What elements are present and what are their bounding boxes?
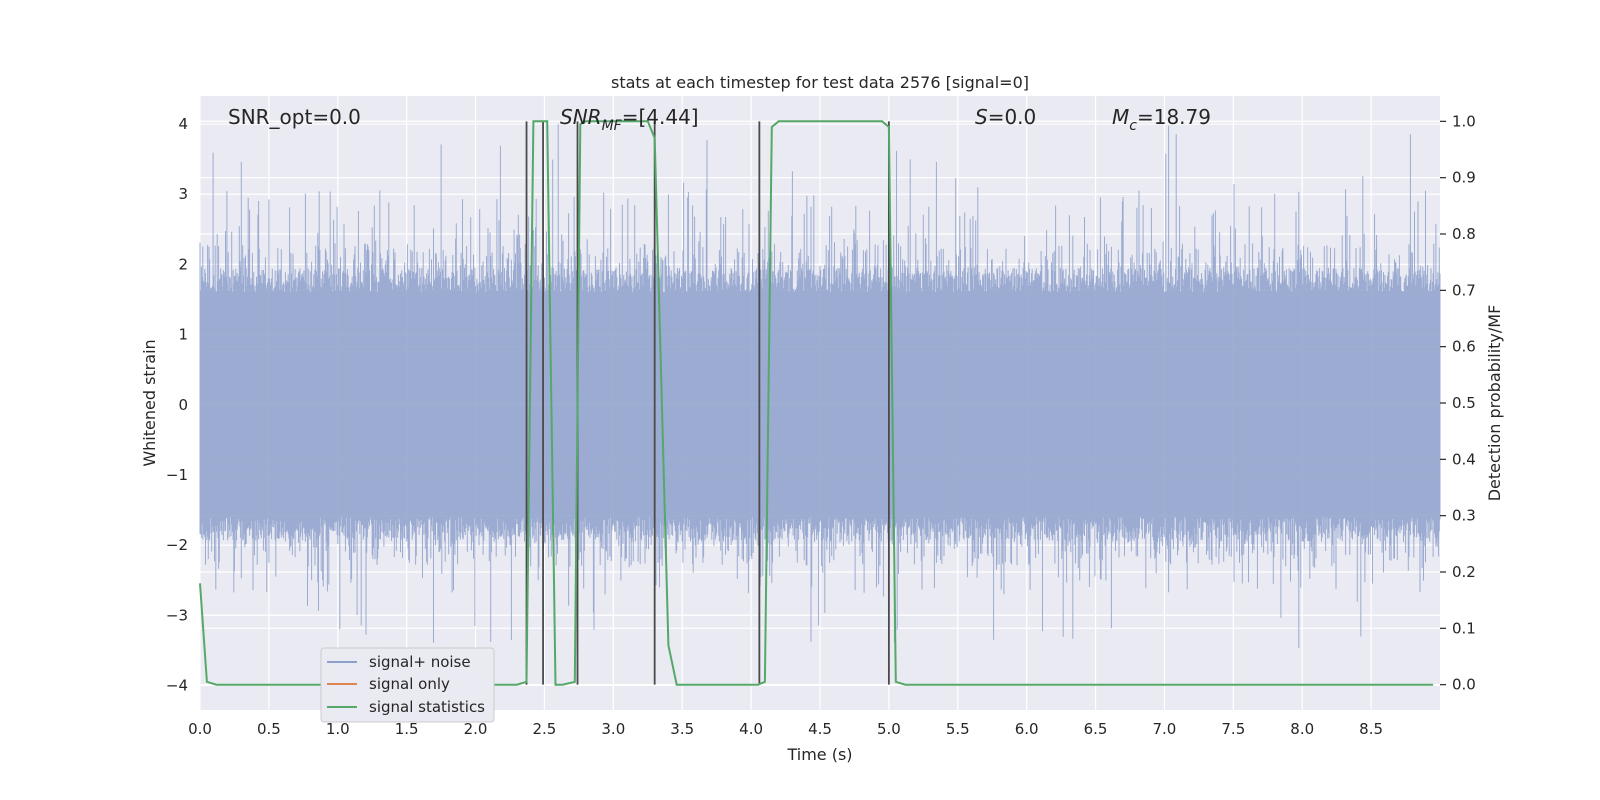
x-axis-ticks: 0.0 0.5 1.0 1.5 2.0 2.5 3.0 3.5 4.0 4.5 5.0 5.5 6.0 6… (188, 720, 1383, 738)
annotation-mc: Mc=18.79 (1112, 105, 1211, 134)
x-tick-label: 7.5 (1221, 720, 1245, 738)
y-left-axis-ticks: −4 −3 −2 −1 0 1 2 3 4 (166, 115, 188, 694)
y-right-tick-label: 0.8 (1452, 225, 1476, 243)
y-right-tick-label: 0.5 (1452, 394, 1476, 412)
x-tick-label: 5.5 (946, 720, 970, 738)
snr-mf-label: SNR (560, 105, 602, 129)
x-tick-label: 0.0 (188, 720, 212, 738)
annotation-snr-mf: SNRMF=[4.44] (560, 105, 699, 134)
annotation-s: S=0.0 (975, 105, 1036, 129)
y-right-tick-label: 1.0 (1452, 112, 1476, 130)
y-right-axis-label: Detection probability/MF (1485, 305, 1504, 502)
x-axis-label: Time (s) (786, 745, 852, 764)
x-tick-label: 4.0 (739, 720, 763, 738)
x-tick-label: 4.5 (808, 720, 832, 738)
s-label: S (975, 105, 988, 129)
legend: signal+ noise signal only signal statist… (320, 647, 495, 723)
x-tick-label: 2.0 (464, 720, 488, 738)
y-left-axis-label: Whitened strain (140, 339, 159, 466)
legend-box (320, 647, 495, 723)
y-left-tick-label: −3 (166, 606, 188, 624)
y-right-tick-label: 0.4 (1452, 450, 1476, 468)
y-left-tick-label: −4 (166, 676, 188, 694)
y-right-axis-ticks: 0.0 0.1 0.2 0.3 0.4 0.5 0.6 0.7 0.8 0.9 1.0 (1440, 112, 1476, 694)
mc-value: =18.79 (1137, 105, 1211, 129)
x-tick-label: 1.5 (395, 720, 419, 738)
y-left-tick-label: 0 (178, 396, 188, 414)
y-left-tick-label: −1 (166, 466, 188, 484)
mc-label: M (1112, 105, 1129, 129)
x-tick-label: 7.0 (1153, 720, 1177, 738)
x-tick-label: 2.5 (533, 720, 557, 738)
x-tick-label: 1.0 (326, 720, 350, 738)
x-tick-label: 3.5 (670, 720, 694, 738)
y-right-tick-label: 0.0 (1452, 676, 1476, 694)
annotation-snr-opt: SNR_opt=0.0 (228, 105, 361, 129)
s-value: =0.0 (988, 105, 1037, 129)
y-right-tick-label: 0.9 (1452, 169, 1476, 187)
x-tick-label: 8.0 (1290, 720, 1314, 738)
snr-mf-subscript: MF (602, 118, 623, 134)
y-left-tick-label: 2 (178, 255, 188, 273)
legend-label-signal-only: signal only (369, 675, 450, 693)
y-left-tick-label: 4 (178, 115, 188, 133)
x-tick-label: 5.0 (877, 720, 901, 738)
y-right-tick-label: 0.1 (1452, 619, 1476, 637)
y-right-tick-label: 0.6 (1452, 338, 1476, 356)
y-right-tick-label: 0.7 (1452, 281, 1476, 299)
snr-mf-value: =[4.44] (622, 105, 699, 129)
x-tick-label: 8.5 (1359, 720, 1383, 738)
y-left-tick-label: −2 (166, 536, 188, 554)
x-tick-label: 0.5 (257, 720, 281, 738)
x-tick-label: 6.0 (1015, 720, 1039, 738)
signal-statistics-line (199, 120, 1434, 686)
signal-statistics-series (199, 120, 1434, 686)
y-right-tick-label: 0.3 (1452, 507, 1476, 525)
chart-title: stats at each timestep for test data 257… (611, 73, 1029, 92)
legend-label-signal-statistics: signal statistics (369, 698, 485, 716)
y-left-tick-label: 3 (178, 185, 188, 203)
mc-subscript: c (1129, 118, 1137, 134)
x-tick-label: 3.0 (601, 720, 625, 738)
y-right-tick-label: 0.2 (1452, 563, 1476, 581)
y-left-tick-label: 1 (178, 326, 188, 344)
x-tick-label: 6.5 (1084, 720, 1108, 738)
legend-label-signal-noise: signal+ noise (369, 653, 471, 671)
